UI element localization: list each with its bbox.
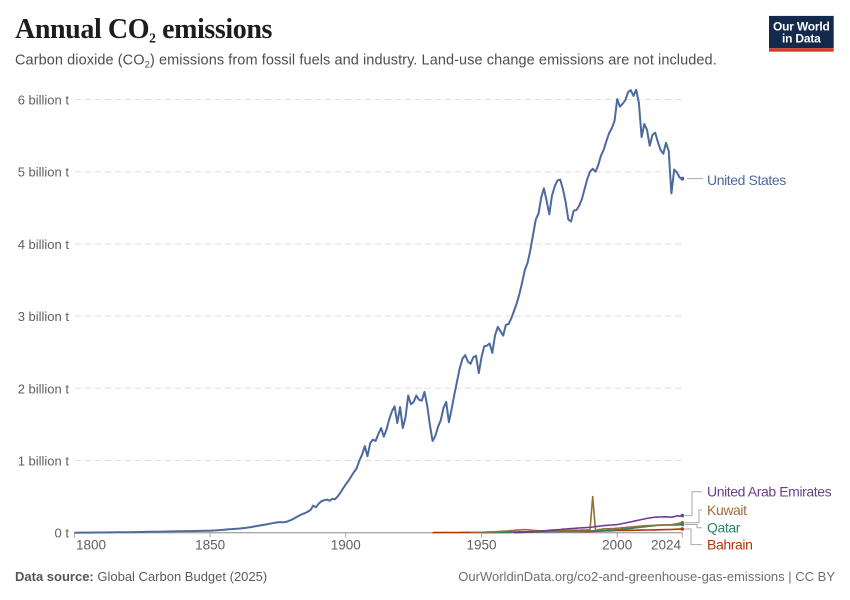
svg-text:0 t: 0 t — [55, 526, 70, 541]
svg-text:1900: 1900 — [331, 538, 361, 553]
svg-text:United States: United States — [707, 172, 786, 188]
svg-text:6 billion t: 6 billion t — [18, 93, 70, 108]
svg-text:1 billion t: 1 billion t — [18, 454, 70, 469]
svg-text:Bahrain: Bahrain — [707, 536, 752, 552]
svg-text:5 billion t: 5 billion t — [18, 165, 70, 180]
svg-text:OurWorldinData.org/co2-and-gre: OurWorldinData.org/co2-and-greenhouse-ga… — [458, 569, 835, 584]
svg-text:4 billion t: 4 billion t — [18, 237, 70, 252]
svg-text:3 billion t: 3 billion t — [18, 309, 70, 324]
svg-text:United Arab Emirates: United Arab Emirates — [707, 483, 832, 499]
svg-text:Annual CO2 emissions: Annual CO2 emissions — [15, 14, 273, 46]
svg-text:Qatar: Qatar — [707, 520, 741, 536]
svg-text:in Data: in Data — [782, 32, 821, 46]
svg-text:1850: 1850 — [195, 538, 225, 553]
svg-text:Carbon dioxide (CO2) emissions: Carbon dioxide (CO2) emissions from foss… — [15, 53, 717, 71]
svg-text:Our World: Our World — [773, 20, 830, 34]
svg-text:Data source: Global Carbon Bud: Data source: Global Carbon Budget (2025) — [15, 569, 267, 584]
svg-text:1950: 1950 — [466, 538, 496, 553]
svg-text:2000: 2000 — [602, 538, 632, 553]
svg-text:1800: 1800 — [76, 538, 106, 553]
svg-text:Kuwait: Kuwait — [707, 502, 747, 518]
svg-text:2024: 2024 — [651, 538, 682, 553]
svg-text:2 billion t: 2 billion t — [18, 381, 70, 396]
